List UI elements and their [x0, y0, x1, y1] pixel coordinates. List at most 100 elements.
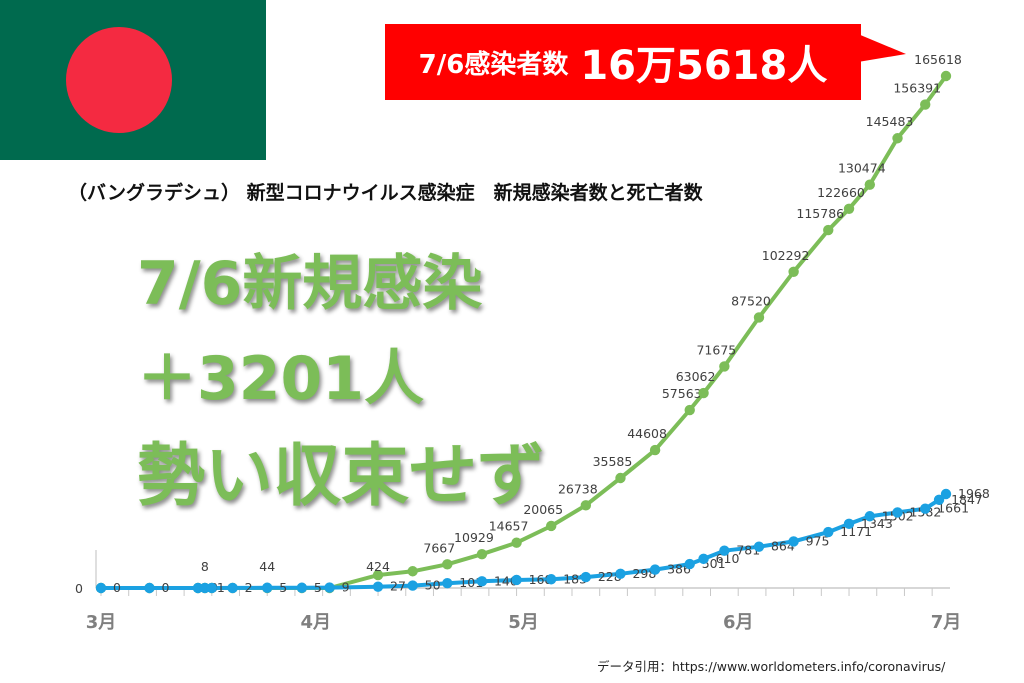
deaths-data-label: 1847 — [951, 492, 983, 507]
x-tick-label: 6月 — [723, 612, 754, 633]
deaths-data-label: 9 — [342, 580, 350, 595]
deaths-point — [546, 574, 557, 585]
deaths-data-label: 101 — [459, 575, 483, 590]
deaths-data-label: 1968 — [958, 486, 990, 501]
cases-data-label: 87520 — [731, 293, 771, 308]
deaths-point — [324, 582, 335, 593]
bangladesh-flag — [0, 0, 266, 160]
cases-point — [864, 179, 876, 190]
cases-data-label: 156391 — [893, 81, 941, 96]
cases-point — [476, 549, 488, 560]
banner-value: 16万5618人 — [580, 43, 828, 89]
deaths-point — [753, 541, 765, 552]
deaths-point — [864, 511, 876, 522]
cases-point — [753, 312, 765, 323]
headline-trend: 勢い収束せず — [137, 437, 546, 516]
x-tick-label: 3月 — [86, 612, 117, 633]
case-count-banner: 7/6感染者数 16万5618人 — [385, 24, 861, 100]
cases-point — [684, 404, 695, 416]
headline-new-cases: 7/6新規感染 — [137, 249, 483, 319]
deaths-point — [843, 518, 855, 530]
deaths-point — [684, 558, 695, 570]
deaths-data-label: 140 — [494, 573, 518, 588]
cases-point — [649, 444, 661, 456]
cases-data-label: 26738 — [558, 481, 598, 496]
cases-point — [615, 472, 626, 484]
deaths-data-label: 27 — [390, 579, 406, 594]
cases-data-label: 35585 — [593, 454, 633, 469]
cases-data-label: 10929 — [454, 530, 494, 545]
deaths-point — [262, 582, 273, 593]
deaths-data-label: 0 — [113, 580, 121, 595]
deaths-data-label: 975 — [806, 533, 830, 548]
deaths-data-label: 1661 — [937, 501, 969, 516]
x-tick-label: 4月 — [300, 612, 331, 633]
deaths-point — [788, 536, 799, 547]
cases-point — [892, 133, 903, 144]
cases-point — [698, 387, 709, 399]
deaths-data-label: 168 — [529, 572, 553, 587]
deaths-data-label: 50 — [425, 578, 441, 593]
deaths-data-label: 5 — [279, 580, 287, 595]
headline-increase: ＋3201人 — [137, 344, 424, 414]
cases-data-label: 63062 — [676, 369, 716, 384]
deaths-point — [206, 582, 218, 594]
deaths-point — [933, 494, 945, 505]
baseline-data-label: 44 — [259, 559, 275, 574]
banner-pointer — [858, 34, 906, 62]
cases-data-label: 14657 — [489, 519, 529, 534]
deaths-point — [95, 582, 107, 594]
deaths-point — [615, 568, 626, 579]
baseline-data-label: 8 — [201, 559, 209, 574]
x-tick-label: 7月 — [931, 612, 962, 633]
deaths-point — [407, 580, 418, 591]
baseline-data-label: 424 — [366, 559, 390, 574]
deaths-data-label: 1 — [217, 580, 225, 595]
cases-data-label: 115786 — [796, 206, 844, 221]
deaths-point — [920, 503, 931, 514]
cases-data-label: 57563 — [662, 386, 702, 401]
cases-data-label: 122660 — [817, 185, 865, 200]
x-tick-label: 5月 — [508, 612, 539, 633]
deaths-point — [823, 526, 834, 538]
cases-point — [940, 70, 952, 82]
cases-point — [719, 361, 730, 372]
deaths-data-label: 5 — [314, 580, 322, 595]
cases-data-label: 44608 — [627, 426, 667, 441]
deaths-point — [940, 488, 952, 500]
deaths-point — [227, 582, 238, 594]
data-source-note: データ引用：https://www.worldometers.info/coro… — [597, 659, 946, 674]
cases-point — [407, 566, 418, 577]
cases-point — [823, 224, 834, 236]
deaths-point — [476, 576, 488, 587]
banner-prefix: 7/6感染者数 — [418, 49, 569, 80]
deaths-point — [719, 545, 730, 556]
cases-point — [442, 559, 453, 570]
cases-point — [920, 99, 931, 110]
cases-data-label: 130474 — [838, 161, 886, 176]
cases-point — [511, 537, 522, 548]
deaths-point — [580, 571, 592, 583]
cases-point — [546, 520, 557, 532]
cases-data-label: 165618 — [914, 52, 962, 67]
deaths-point — [698, 553, 709, 565]
deaths-point — [649, 564, 661, 575]
cases-data-label: 7667 — [423, 540, 455, 555]
deaths-point — [372, 581, 384, 592]
cases-point — [372, 569, 384, 581]
baseline-data-label: 0 — [75, 581, 83, 596]
deaths-point — [144, 582, 155, 594]
deaths-point — [892, 507, 903, 518]
cases-point — [788, 266, 799, 277]
cases-data-label: 102292 — [762, 248, 810, 263]
chart-title: （バングラデシュ） 新型コロナウイルス感染症 新規感染者数と死亡者数 — [68, 182, 703, 204]
flag-red-disc — [66, 27, 172, 133]
cases-point — [843, 203, 855, 215]
deaths-data-label: 0 — [161, 580, 169, 595]
deaths-point — [442, 577, 453, 589]
deaths-point — [296, 582, 308, 593]
cases-data-label: 71675 — [696, 342, 736, 357]
cases-data-label: 145483 — [866, 114, 914, 129]
cases-data-label: 20065 — [523, 502, 563, 517]
